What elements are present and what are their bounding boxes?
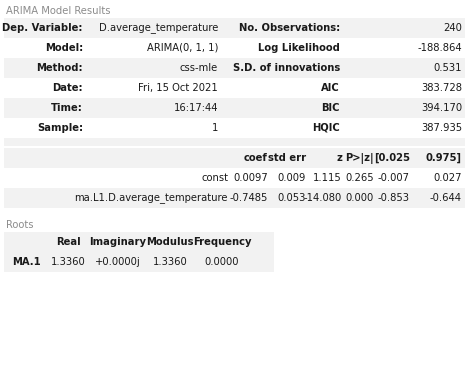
Text: Frequency: Frequency	[193, 237, 251, 247]
Text: Imaginary: Imaginary	[89, 237, 146, 247]
Text: 0.531: 0.531	[433, 63, 462, 73]
Text: +0.0000j: +0.0000j	[95, 257, 141, 267]
Text: 394.170: 394.170	[421, 103, 462, 113]
Text: Dep. Variable:: Dep. Variable:	[2, 23, 83, 33]
Text: ARIMA Model Results: ARIMA Model Results	[6, 6, 111, 16]
Text: -14.080: -14.080	[304, 193, 342, 203]
Text: 387.935: 387.935	[421, 123, 462, 133]
Text: ARIMA(0, 1, 1): ARIMA(0, 1, 1)	[146, 43, 218, 53]
Bar	[4, 188, 465, 208]
Bar	[4, 58, 465, 78]
Text: 0.000: 0.000	[346, 193, 374, 203]
Text: Sample:: Sample:	[37, 123, 83, 133]
Text: 0.0097: 0.0097	[233, 173, 268, 183]
Text: 1.3360: 1.3360	[50, 257, 85, 267]
Text: BIC: BIC	[322, 103, 340, 113]
Text: std err: std err	[268, 153, 306, 163]
Bar	[4, 38, 465, 58]
Text: Time:: Time:	[51, 103, 83, 113]
Text: coef: coef	[244, 153, 268, 163]
Text: 0.0000: 0.0000	[205, 257, 239, 267]
Text: Log Likelihood: Log Likelihood	[258, 43, 340, 53]
Text: -188.864: -188.864	[417, 43, 462, 53]
Text: 1: 1	[211, 123, 218, 133]
Text: -0.644: -0.644	[430, 193, 462, 203]
Text: -0.853: -0.853	[378, 193, 410, 203]
Text: ma.L1.D.average_temperature: ma.L1.D.average_temperature	[74, 193, 228, 203]
Text: 1.115: 1.115	[313, 173, 342, 183]
Bar	[4, 168, 465, 188]
Text: 0.265: 0.265	[345, 173, 374, 183]
Text: 0.027: 0.027	[433, 173, 462, 183]
Text: MA.1: MA.1	[12, 257, 41, 267]
Text: Real: Real	[56, 237, 81, 247]
Bar	[4, 232, 274, 252]
Text: 0.009: 0.009	[277, 173, 306, 183]
Text: 16:17:44: 16:17:44	[173, 103, 218, 113]
Text: z: z	[336, 153, 342, 163]
Text: 0.975]: 0.975]	[426, 153, 462, 163]
Text: Modulus: Modulus	[146, 237, 194, 247]
Text: D.average_temperature: D.average_temperature	[98, 23, 218, 33]
Text: css-mle: css-mle	[180, 63, 218, 73]
Text: HQIC: HQIC	[312, 123, 340, 133]
Text: Fri, 15 Oct 2021: Fri, 15 Oct 2021	[138, 83, 218, 93]
Bar	[4, 18, 465, 38]
Text: Roots: Roots	[6, 220, 33, 230]
Text: AIC: AIC	[321, 83, 340, 93]
Text: [0.025: [0.025	[374, 153, 410, 163]
Bar	[4, 78, 465, 98]
Bar	[4, 138, 465, 146]
Bar	[4, 118, 465, 138]
Text: Method:: Method:	[36, 63, 83, 73]
Text: S.D. of innovations: S.D. of innovations	[233, 63, 340, 73]
Text: 240: 240	[443, 23, 462, 33]
Text: 383.728: 383.728	[421, 83, 462, 93]
Text: -0.007: -0.007	[378, 173, 410, 183]
Bar	[4, 98, 465, 118]
Text: const: const	[201, 173, 228, 183]
Text: Date:: Date:	[52, 83, 83, 93]
Text: 0.053: 0.053	[277, 193, 306, 203]
Bar	[4, 148, 465, 168]
Text: No. Observations:: No. Observations:	[239, 23, 340, 33]
Bar	[4, 252, 274, 272]
Text: 1.3360: 1.3360	[153, 257, 187, 267]
Text: -0.7485: -0.7485	[230, 193, 268, 203]
Text: Model:: Model:	[45, 43, 83, 53]
Text: P>|z|: P>|z|	[345, 153, 374, 164]
